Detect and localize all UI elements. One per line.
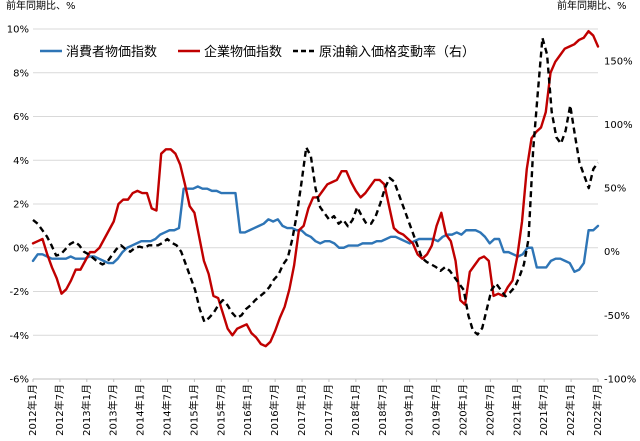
- x-tick-label: 2013年1月: [80, 384, 93, 436]
- series-line: [32, 36, 599, 336]
- legend: 消費者物価指数 企業物価指数 原油輸入価格変動率（右）: [40, 44, 475, 60]
- x-tick-label: 2022年1月: [564, 384, 577, 436]
- x-tick-label: 2018年7月: [376, 384, 389, 436]
- x-tick-label: 2019年7月: [430, 384, 443, 436]
- series-lines: [31, 29, 600, 348]
- right-tick-label: 150%: [604, 56, 633, 67]
- left-tick-label: 2%: [13, 200, 29, 211]
- x-tick-label: 2019年1月: [403, 384, 416, 436]
- x-tick-label: 2016年1月: [241, 384, 254, 436]
- left-axis-unit: 前年同期比、%: [6, 0, 76, 12]
- x-tick-label: 2016年7月: [268, 384, 281, 436]
- x-tick-label: 2018年1月: [349, 384, 362, 436]
- x-tick-label: 2020年7月: [483, 384, 496, 436]
- series-line: [31, 185, 600, 274]
- right-tick-label: 0%: [604, 247, 620, 258]
- x-tick-label: 2014年1月: [134, 384, 147, 436]
- left-tick-label: -6%: [10, 375, 29, 386]
- x-tick-label: 2021年1月: [510, 384, 523, 436]
- right-tick-label: 50%: [604, 184, 626, 195]
- x-tick-label: 2021年7月: [537, 384, 550, 436]
- legend-label: 消費者物価指数: [66, 45, 157, 60]
- x-tick-label: 2012年7月: [53, 384, 66, 436]
- x-tick-label: 2015年7月: [214, 384, 227, 436]
- x-tick-label: 2013年7月: [107, 384, 120, 436]
- x-tick-label: 2017年7月: [322, 384, 335, 436]
- left-axis: -6% -4% -2% 0% 2% 4% 6% 8% 10%: [7, 25, 29, 386]
- right-tick-label: -100%: [604, 375, 636, 386]
- right-axis: -100% -50% 0% 50% 100% 150%: [604, 56, 636, 385]
- right-axis-unit: 前年同期比、%: [557, 0, 627, 12]
- left-tick-label: 4%: [13, 156, 29, 167]
- x-axis: 2012年1月 2012年7月 2013年1月 2013年7月 2014年1月 2014年…: [26, 379, 604, 436]
- left-tick-label: -2%: [10, 287, 29, 298]
- right-tick-label: -50%: [604, 311, 630, 322]
- left-tick-label: 10%: [7, 25, 29, 36]
- x-tick-label: 2012年1月: [26, 384, 39, 436]
- x-tick-label: 2014年7月: [161, 384, 174, 436]
- right-tick-label: 100%: [604, 120, 633, 131]
- left-tick-label: 8%: [13, 68, 29, 79]
- x-tick-label: 2015年1月: [187, 384, 200, 436]
- x-tick-label: 2020年1月: [456, 384, 469, 436]
- legend-label: 企業物価指数: [204, 44, 282, 60]
- left-tick-label: 6%: [13, 112, 29, 123]
- left-tick-label: 0%: [13, 243, 29, 254]
- left-tick-label: -4%: [10, 331, 29, 342]
- x-tick-label: 2022年7月: [591, 384, 604, 436]
- legend-label: 原油輸入価格変動率（右）: [319, 44, 475, 60]
- x-tick-label: 2017年1月: [295, 384, 308, 436]
